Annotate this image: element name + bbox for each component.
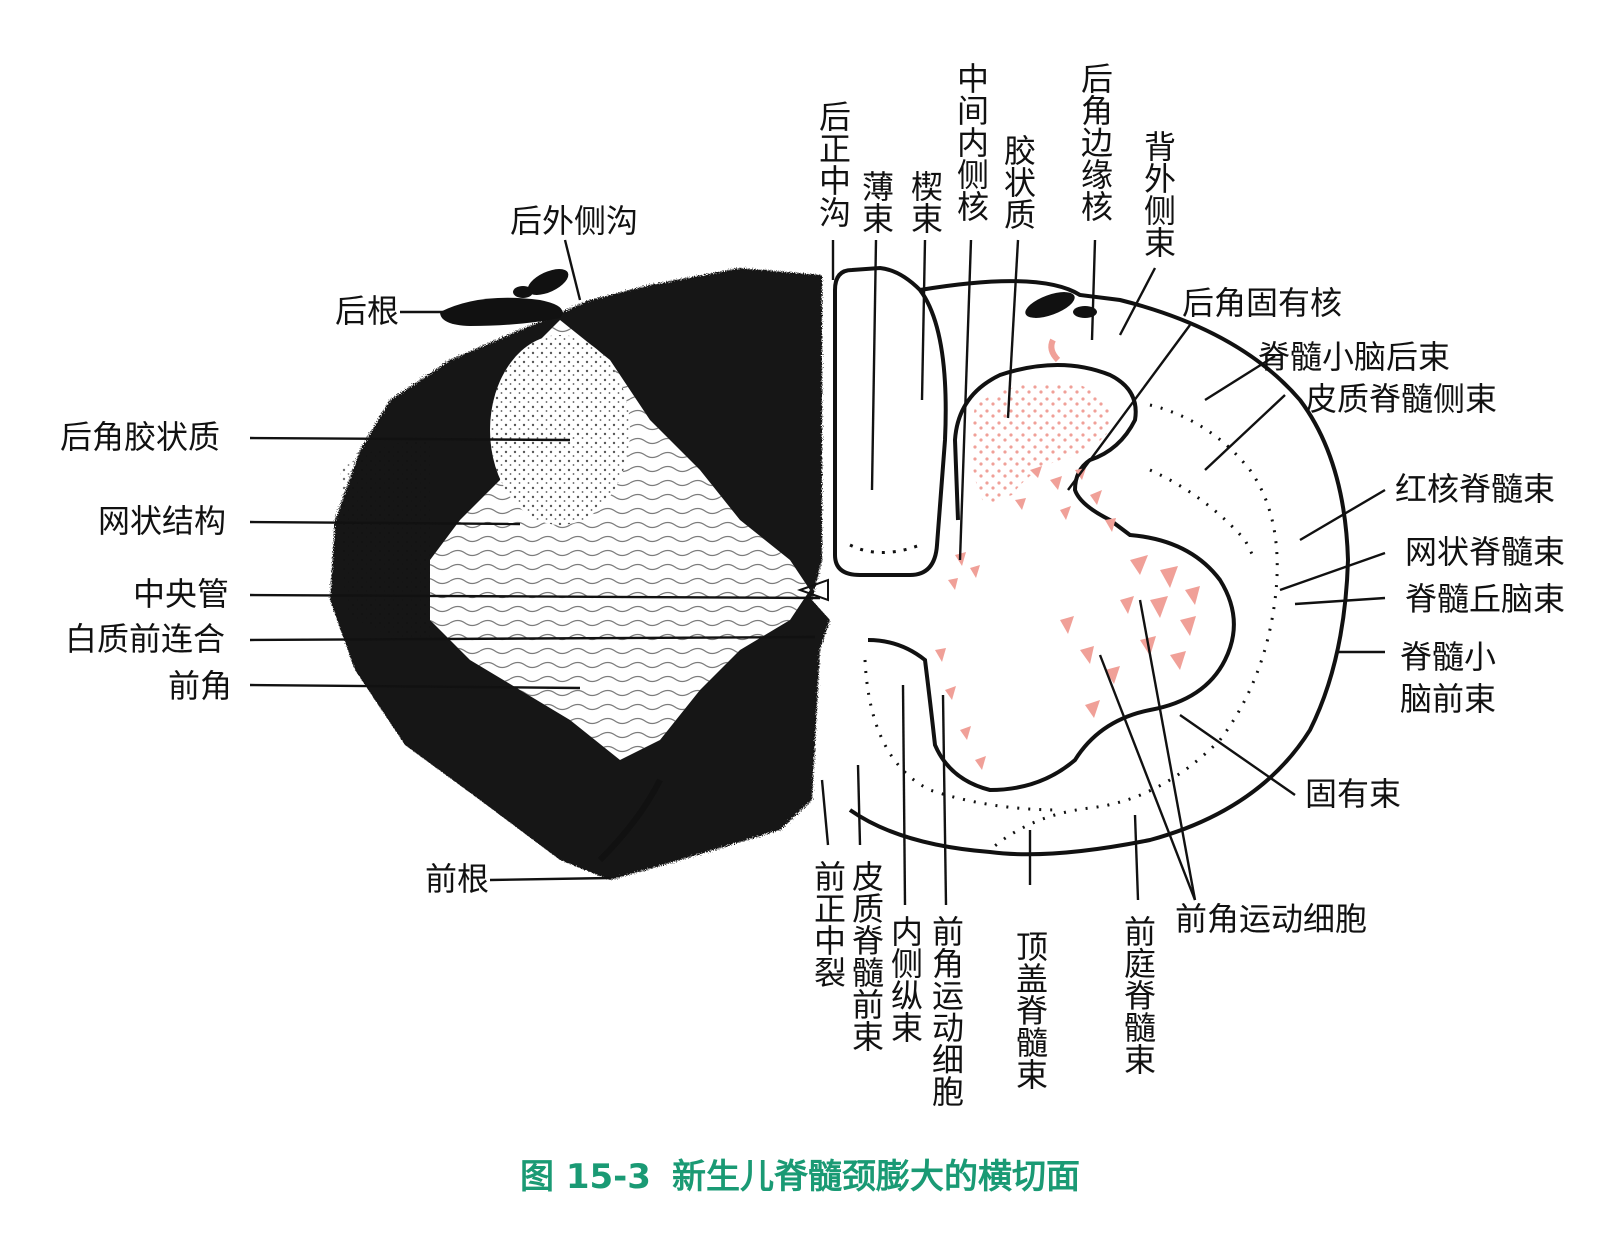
label-substantia-gelatinosa: 胶状质 [999, 134, 1037, 230]
right-posterior-root [1025, 292, 1075, 318]
label-fasciculus-cuneatus: 楔束 [906, 170, 944, 234]
label-medial-longitudinal-fasciculus: 内侧纵束 [886, 915, 924, 1043]
label-anterior-horn-motor-cells-right: 前角运动细胞 [1175, 900, 1367, 938]
central-canal [797, 578, 829, 602]
left-posterior-root [440, 297, 563, 326]
left-anterior-root [597, 778, 663, 863]
label-anterior-horn-motor-cells: 前角运动细胞 [927, 915, 965, 1107]
label-posterior-spinocerebellar-tract: 脊髓小脑后束 [1258, 338, 1450, 376]
intermediomedial-cells [948, 552, 980, 590]
label-spinotectal-tract: 脊髓丘脑束 [1405, 580, 1565, 618]
label-lateral-corticospinal-tract: 皮质脊髓侧束 [1305, 380, 1497, 418]
figure-number: 图 15-3 [520, 1157, 651, 1197]
anterior-horn-motor-cells [1060, 555, 1200, 718]
label-anterior-horn: 前角 [168, 667, 232, 705]
label-reticulospinal-tract: 网状脊髓束 [1405, 533, 1565, 571]
label-anterior-white-commissure: 白质前连合 [65, 620, 225, 658]
figure-title: 新生儿脊髓颈膨大的横切面 [672, 1157, 1080, 1197]
label-reticular-formation: 网状结构 [98, 502, 226, 540]
label-posterior-median-sulcus: 后正中沟 [814, 100, 852, 228]
medial-anterior-cells [935, 648, 986, 770]
label-rubrospinal-tract: 红核脊髓束 [1395, 470, 1555, 508]
label-anterior-corticospinal-tract: 皮质脊髓前束 [847, 860, 885, 1052]
label-dorsolateral-fasciculus: 背外侧束 [1139, 130, 1177, 258]
label-posterior-lateral-sulcus: 后外侧沟 [510, 202, 638, 240]
label-tectospinal-tract: 顶盖脊髓束 [1011, 930, 1049, 1090]
label-nucleus-proprius: 后角固有核 [1182, 284, 1342, 322]
label-anterior-median-fissure: 前正中裂 [809, 860, 847, 988]
right-substantia-gelatinosa [971, 382, 1112, 505]
label-posterior-root: 后根 [335, 292, 399, 330]
leader-lines [249, 239, 1386, 906]
label-vestibulospinal-tract: 前庭脊髓束 [1119, 915, 1157, 1075]
right-schematic-half [797, 265, 1351, 857]
anterior-funiculus-dotted [863, 659, 1061, 812]
posterior-funiculus [833, 265, 948, 577]
label-substantia-gelatinosa-left: 后角胶状质 [60, 418, 220, 456]
label-intermediomedial-nucleus: 中间内侧核 [952, 62, 990, 222]
label-anterior-spinocerebellar-tract: 脊髓小脑前束 [1400, 638, 1497, 718]
label-fasciculus-proprius: 固有束 [1305, 775, 1401, 813]
label-posteromarginal-nucleus: 后角边缘核 [1076, 62, 1114, 222]
label-fasciculus-gracilis: 薄束 [857, 170, 895, 234]
label-central-canal: 中央管 [133, 575, 229, 613]
left-stained-half [330, 268, 830, 880]
label-anterior-spinocerebellar-tract-box: 脊髓小脑前束 [1400, 638, 1497, 718]
right-grey-matter-outline [867, 363, 1236, 793]
corticospinal-dotted [1149, 468, 1257, 561]
label-anterior-root: 前根 [425, 860, 489, 898]
right-outer-boundary [848, 279, 1351, 857]
